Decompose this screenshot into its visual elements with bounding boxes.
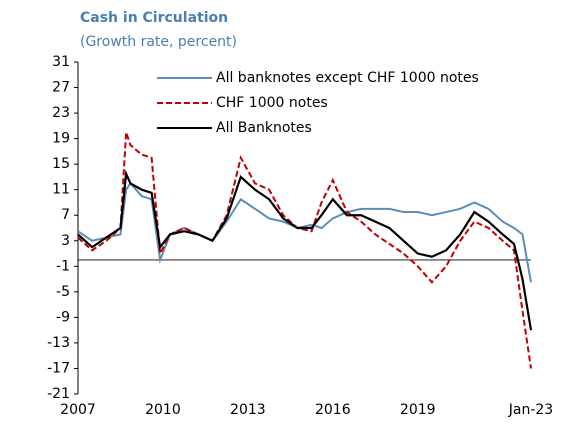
chart-title: Cash in Circulation	[80, 10, 228, 26]
x-tick-label: 2019	[400, 402, 436, 418]
y-tick-label: -17	[47, 360, 70, 376]
legend-label: All Banknotes	[216, 120, 312, 136]
y-tick-label: -9	[56, 309, 70, 325]
x-tick-label: 2007	[60, 402, 96, 418]
y-tick-label: 31	[52, 54, 70, 70]
y-tick-label: 11	[52, 182, 70, 198]
x-tick-label: Jan-23	[508, 402, 553, 418]
series-line	[77, 169, 533, 331]
y-tick-label: -1	[56, 258, 70, 274]
y-tick-label: -13	[47, 335, 70, 351]
x-tick-label: 2016	[315, 402, 351, 418]
legend-label: CHF 1000 notes	[216, 95, 328, 111]
y-tick-label: 27	[52, 80, 70, 96]
y-tick-label: 3	[61, 233, 70, 249]
series-line	[77, 131, 532, 369]
y-tick-label: 23	[52, 105, 70, 121]
chart-subtitle: (Growth rate, percent)	[80, 34, 237, 50]
y-tick-label: 7	[61, 207, 70, 223]
legend-label: All banknotes except CHF 1000 notes	[216, 70, 479, 86]
y-tick-label: -21	[47, 386, 70, 402]
x-tick-label: 2013	[230, 402, 266, 418]
series-line	[77, 181, 532, 283]
x-tick-label: 2010	[145, 402, 181, 418]
y-tick-label: -5	[56, 284, 70, 300]
y-tick-label: 15	[52, 156, 70, 172]
y-tick-label: 19	[52, 131, 70, 147]
